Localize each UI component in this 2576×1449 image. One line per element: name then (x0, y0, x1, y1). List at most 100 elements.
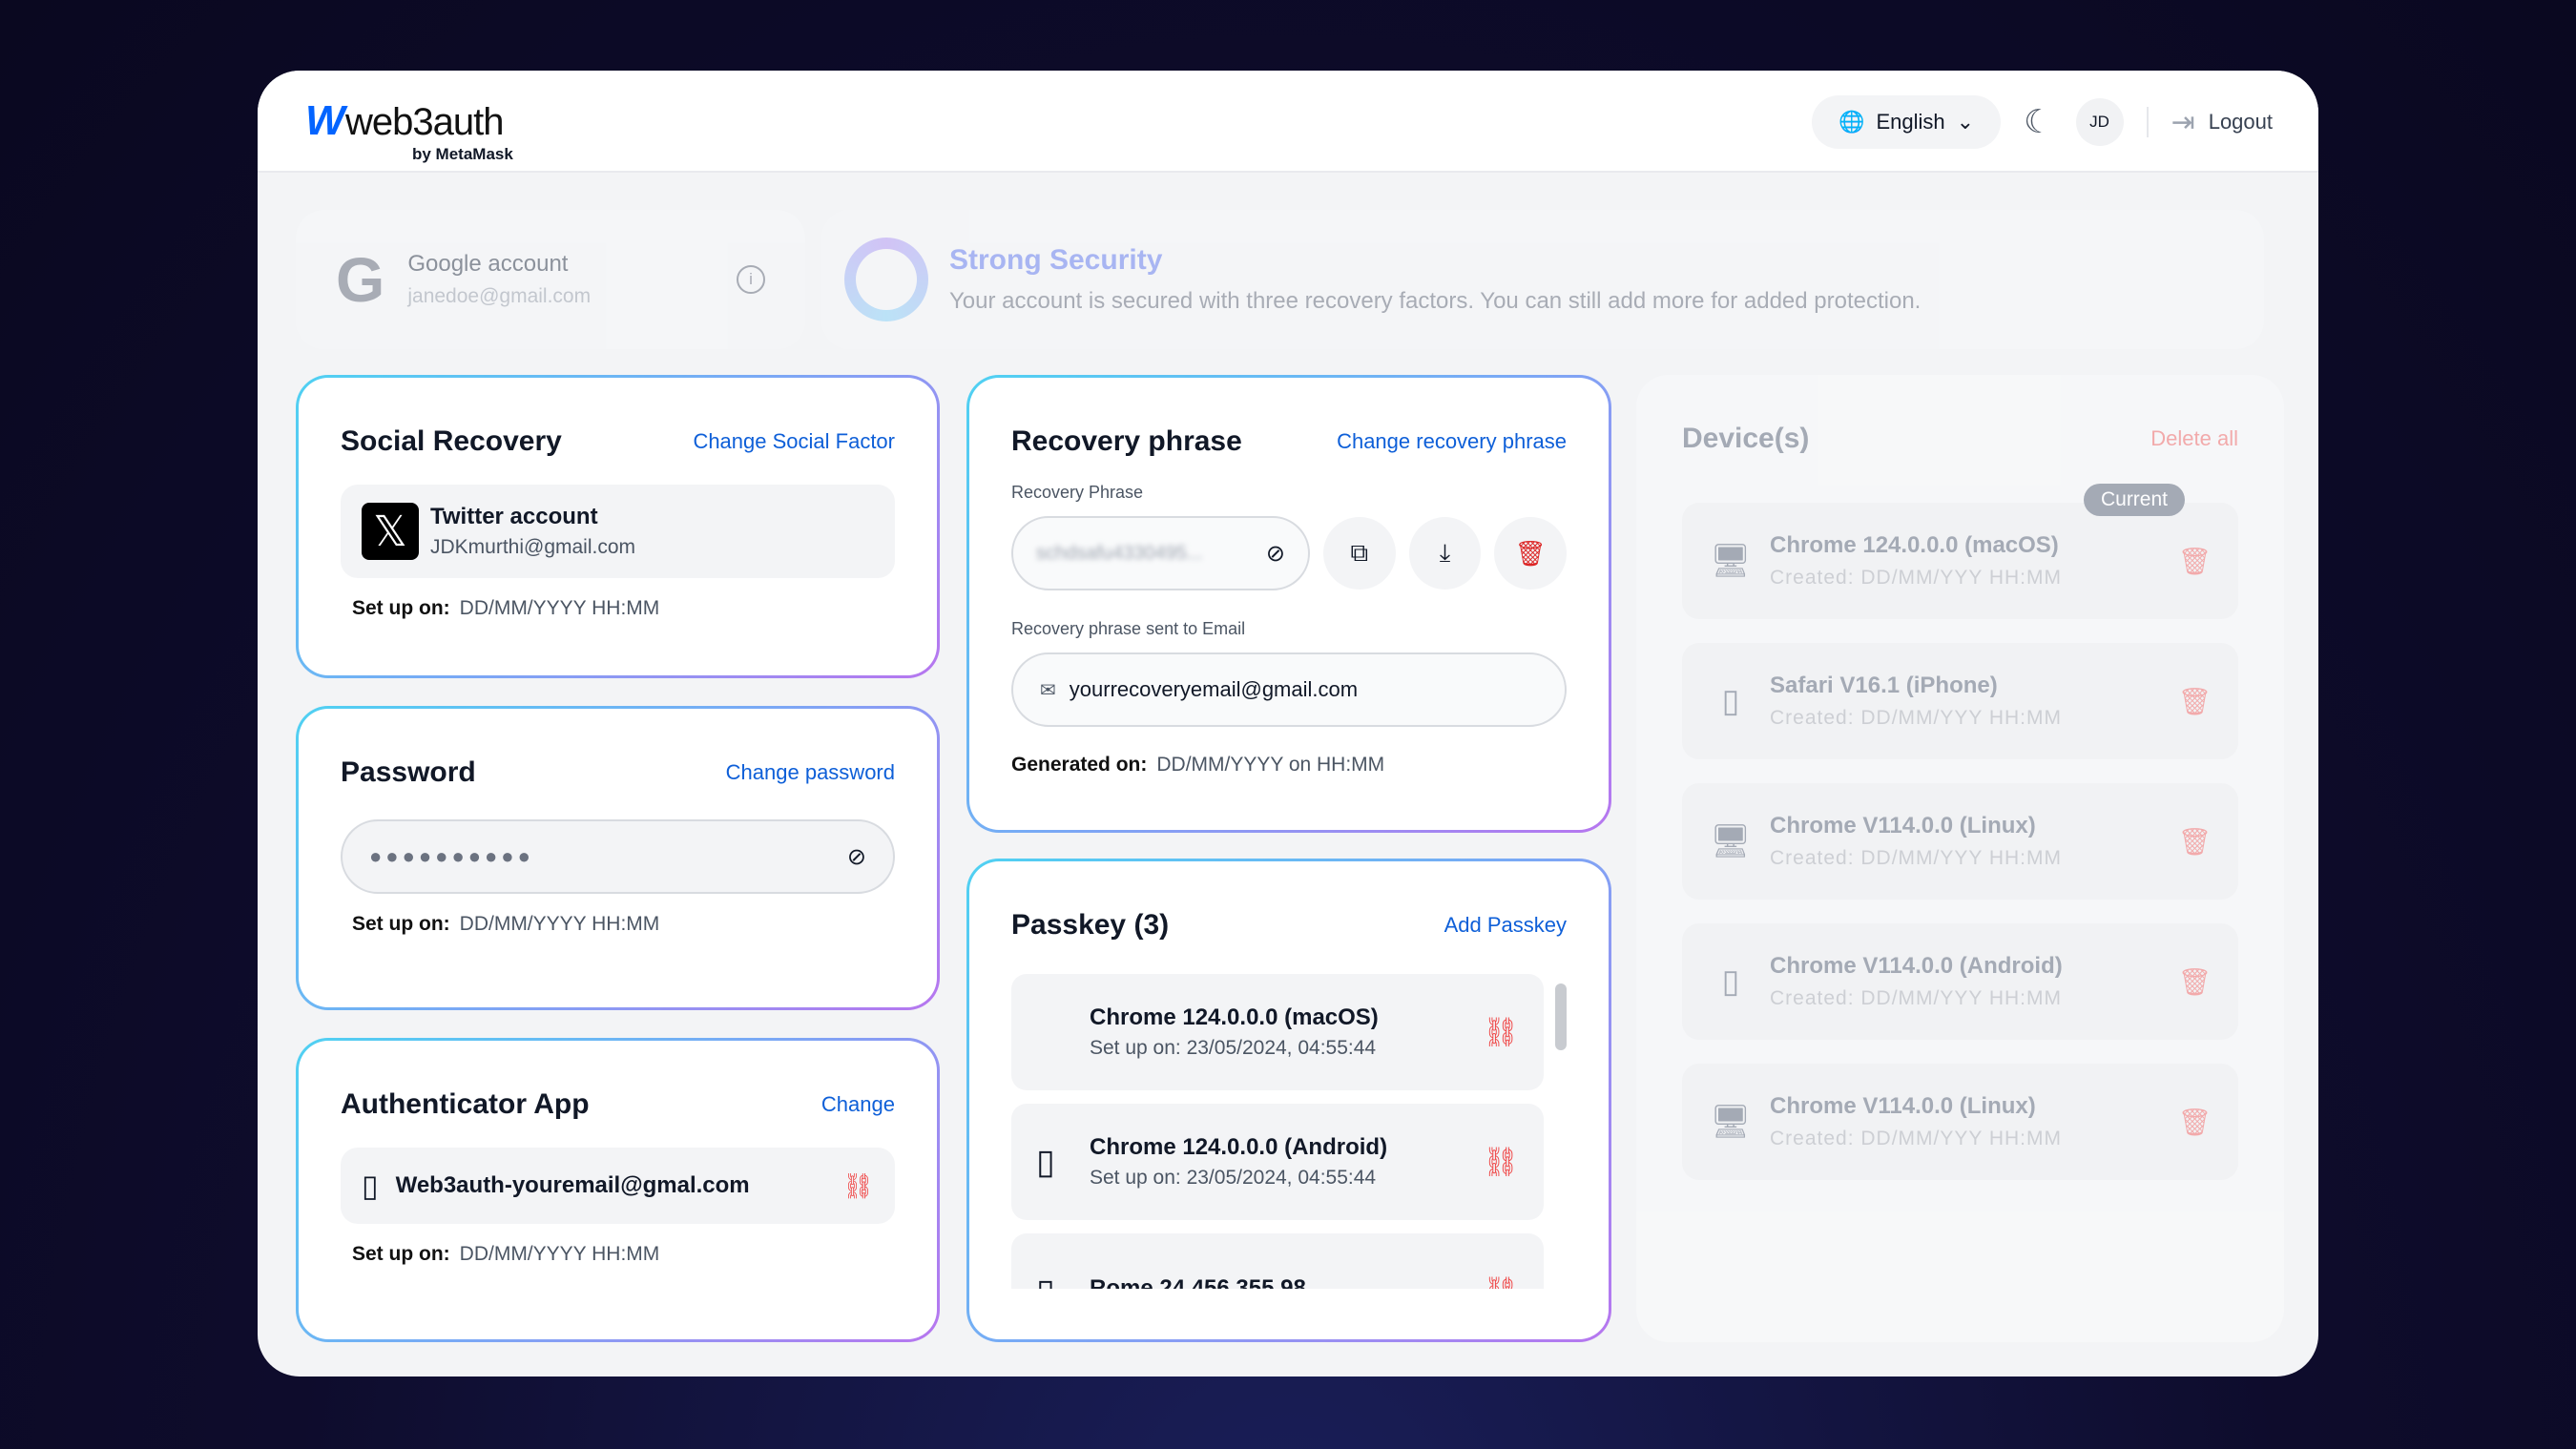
device-item: ▯ Chrome V114.0.0 (Android) Created: DD/MM… (1682, 923, 2238, 1040)
unlink-icon[interactable]: ⛓ (841, 1170, 874, 1200)
authenticator-card: Authenticator App Change ▯ Web3auth-youre… (296, 1038, 940, 1342)
copy-icon: ⧉ (1350, 538, 1369, 567)
setup-label: Set up on: (352, 597, 450, 619)
trash-icon[interactable]: 🗑 (2177, 686, 2212, 716)
trash-icon[interactable]: 🗑 (2177, 1107, 2212, 1137)
globe-icon: 🌐 (1839, 110, 1865, 134)
phone-icon: ▯ (1036, 1142, 1055, 1181)
moon-icon[interactable]: ☾ (2024, 104, 2053, 140)
google-title: Google account (407, 251, 569, 277)
passkey-card: Passkey (3) Add Passkey Chrome 124.0.0.0 … (966, 859, 1611, 1342)
trash-icon[interactable]: 🗑 (2177, 826, 2212, 857)
language-select[interactable]: 🌐 English ⌄ (1812, 95, 2002, 149)
delete-button[interactable]: 🗑 (1494, 517, 1567, 590)
account-email: JDKmurthi@gmail.com (430, 536, 636, 558)
avatar[interactable]: JD (2075, 98, 2124, 146)
generated-label: Generated on: (1011, 754, 1148, 776)
security-ring-icon (844, 238, 928, 321)
device-name: Chrome 124.0.0.0 (macOS) (1770, 532, 2059, 558)
card-title: Recovery phrase (1011, 425, 1242, 457)
change-password-link[interactable]: Change password (725, 760, 895, 784)
unlink-icon[interactable]: ⛓ (1482, 1016, 1519, 1048)
phone-icon: ▯ (1036, 1272, 1090, 1289)
authenticator-account: ▯ Web3auth-youremail@gmal.com ⛓ (341, 1148, 895, 1224)
passkey-list: Chrome 124.0.0.0 (macOS) Set up on: 23/05… (1011, 974, 1567, 1289)
passkey-item: ▯ Chrome 124.0.0.0 (Android) Set up on: 2… (1011, 1104, 1544, 1220)
devices-title: Device(s) (1682, 423, 1810, 454)
account-name: Twitter account (430, 504, 598, 529)
password-field[interactable]: ●●●●●●●●●● ⊘ (341, 819, 895, 894)
logout-button[interactable]: ⇥ Logout (2171, 106, 2273, 139)
card-title: Social Recovery (341, 425, 562, 457)
passkey-item: Chrome 124.0.0.0 (macOS) Set up on: 23/05… (1011, 974, 1544, 1090)
logo: W web3auth by MetaMask (305, 97, 513, 163)
download-button[interactable]: ⤓ (1408, 517, 1482, 590)
recovery-email-field: ✉ yourrecoveryemail@gmail.com (1011, 652, 1567, 727)
desktop-icon: 🖥 (1710, 1104, 1752, 1140)
current-badge: Current (2083, 484, 2185, 516)
device-created: Created: DD/MM/YYY HH:MM (1770, 567, 2062, 589)
device-created: Created: DD/MM/YYY HH:MM (1770, 1128, 2062, 1149)
unlink-icon[interactable]: ⛓ (1483, 1275, 1519, 1290)
download-icon: ⤓ (1439, 538, 1451, 567)
device-item: 🖥 Chrome V114.0.0 (Linux) Created: DD/MM/Y… (1682, 783, 2238, 900)
logout-icon: ⇥ (2171, 106, 2195, 138)
app-window: W web3auth by MetaMask 🌐 English ⌄ ☾ JD … (258, 71, 2318, 1377)
x-twitter-icon: 𝕏 (362, 503, 419, 560)
trash-icon[interactable]: 🗑 (2177, 546, 2212, 576)
language-label: English (1876, 110, 1945, 134)
devices-panel: Device(s) Delete all Current 🖥 Chrome 124.… (1636, 375, 2284, 1342)
generated-value: DD/MM/YYYY on HH:MM (1156, 754, 1385, 776)
device-name: Chrome V114.0.0 (Android) (1770, 953, 2063, 979)
card-title: Password (341, 756, 476, 788)
setup-value: DD/MM/YYYY HH:MM (459, 597, 660, 619)
phrase-label: Recovery Phrase (1011, 483, 1144, 502)
change-recovery-phrase-link[interactable]: Change recovery phrase (1337, 429, 1567, 453)
add-passkey-link[interactable]: Add Passkey (1444, 913, 1567, 937)
security-title: Strong Security (949, 244, 1163, 276)
account-name: Web3auth-youremail@gmal.com (395, 1172, 750, 1198)
device-created: Created: DD/MM/YYY HH:MM (1770, 707, 2062, 729)
passkey-name: Rome 24.456.355.98 (1090, 1275, 1306, 1289)
logo-mark: W (305, 97, 344, 144)
change-authenticator-link[interactable]: Change (821, 1092, 895, 1116)
device-name: Safari V16.1 (iPhone) (1770, 673, 1998, 698)
chevron-down-icon: ⌄ (1956, 110, 1975, 134)
email-value: yourrecoveryemail@gmail.com (1069, 677, 1359, 701)
security-banner: Strong Security Your account is secured … (821, 210, 2264, 349)
logout-label: Logout (2208, 110, 2273, 134)
setup-value: DD/MM/YYYY HH:MM (459, 913, 660, 935)
recovery-phrase-card: Recovery phrase Change recovery phrase Re… (966, 375, 1611, 833)
phone-icon: ▯ (1721, 683, 1740, 719)
passkey-item: ▯ Rome 24.456.355.98 ⛓ (1011, 1233, 1544, 1289)
google-email: janedoe@gmail.com (407, 285, 592, 307)
delete-all-link[interactable]: Delete all (2150, 426, 2238, 450)
divider (2146, 107, 2149, 137)
logo-by: by MetaMask (412, 145, 513, 163)
desktop-icon: 🖥 (1710, 823, 1752, 859)
google-icon: G (336, 244, 385, 315)
email-label: Recovery phrase sent to Email (1011, 619, 1246, 638)
passkey-setup: Set up on: 23/05/2024, 04:55:44 (1090, 1037, 1377, 1059)
eye-off-icon[interactable]: ⊘ (1265, 540, 1285, 567)
logo-name: web3auth (344, 101, 504, 143)
setup-label: Set up on: (352, 913, 450, 935)
header: W web3auth by MetaMask 🌐 English ⌄ ☾ JD … (258, 71, 2318, 173)
trash-icon[interactable]: 🗑 (2177, 966, 2212, 997)
device-item: Current 🖥 Chrome 124.0.0.0 (macOS) Created:… (1682, 484, 2238, 619)
unlink-icon[interactable]: ⛓ (1482, 1146, 1519, 1178)
copy-button[interactable]: ⧉ (1322, 517, 1396, 590)
scrollbar[interactable] (1555, 983, 1567, 1050)
info-icon[interactable]: i (737, 265, 765, 294)
device-item: ▯ Safari V16.1 (iPhone) Created: DD/MM/YYY… (1682, 643, 2238, 759)
eye-off-icon[interactable]: ⊘ (846, 843, 866, 870)
card-title: Passkey (3) (1011, 909, 1170, 941)
setup-label: Set up on: (352, 1243, 450, 1265)
device-name: Chrome V114.0.0 (Linux) (1770, 813, 2036, 838)
social-recovery-card: Social Recovery Change Social Factor 𝕏 Tw… (296, 375, 940, 678)
security-message: Your account is secured with three recov… (949, 288, 1922, 314)
device-item: 🖥 Chrome V114.0.0 (Linux) Created: DD/MM/Y… (1682, 1064, 2238, 1180)
recovery-phrase-field[interactable]: schdsafu4330495... ⊘ (1011, 516, 1310, 590)
passkey-name: Chrome 124.0.0.0 (Android) (1090, 1134, 1388, 1160)
change-social-factor-link[interactable]: Change Social Factor (693, 429, 895, 453)
